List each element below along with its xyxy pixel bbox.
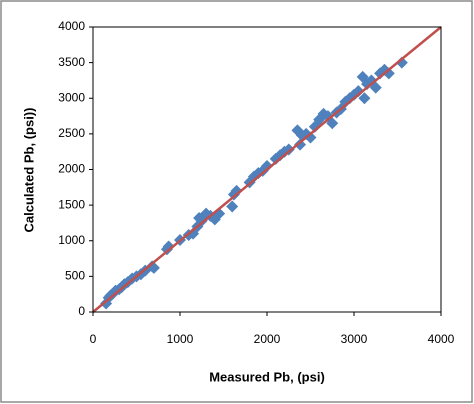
y-tick-label: 3500	[58, 55, 85, 69]
plot-area-border	[92, 26, 442, 313]
x-tick-label: 4000	[428, 332, 455, 346]
x-tick-label: 0	[90, 332, 97, 346]
y-tick-label: 4000	[58, 19, 85, 33]
y-tick-label: 2500	[58, 126, 85, 140]
data-point	[382, 67, 395, 80]
x-tick-label: 2000	[254, 332, 281, 346]
x-axis-title: Measured Pb, (psi)	[209, 369, 325, 384]
y-tick-label: 2000	[58, 162, 85, 176]
data-point	[162, 240, 175, 253]
data-point	[326, 117, 339, 130]
y-axis-title: Calculated Pb, (psi))	[21, 108, 36, 233]
data-point	[395, 56, 408, 69]
data-point	[358, 92, 371, 105]
x-tick-label: 1000	[167, 332, 194, 346]
data-point	[230, 184, 243, 197]
data-point	[352, 85, 365, 98]
data-point	[226, 200, 239, 213]
y-tick-label: 1000	[58, 233, 85, 247]
reference-line	[92, 26, 442, 313]
y-tick-label: 3000	[58, 90, 85, 104]
y-tick-label: 500	[65, 269, 85, 283]
y-tick-label: 0	[78, 304, 85, 318]
x-tick-label: 3000	[341, 332, 368, 346]
y-tick-label: 1500	[58, 197, 85, 211]
data-point	[369, 81, 382, 94]
data-point	[261, 159, 273, 172]
data-point	[247, 170, 260, 183]
data-point	[304, 131, 317, 144]
